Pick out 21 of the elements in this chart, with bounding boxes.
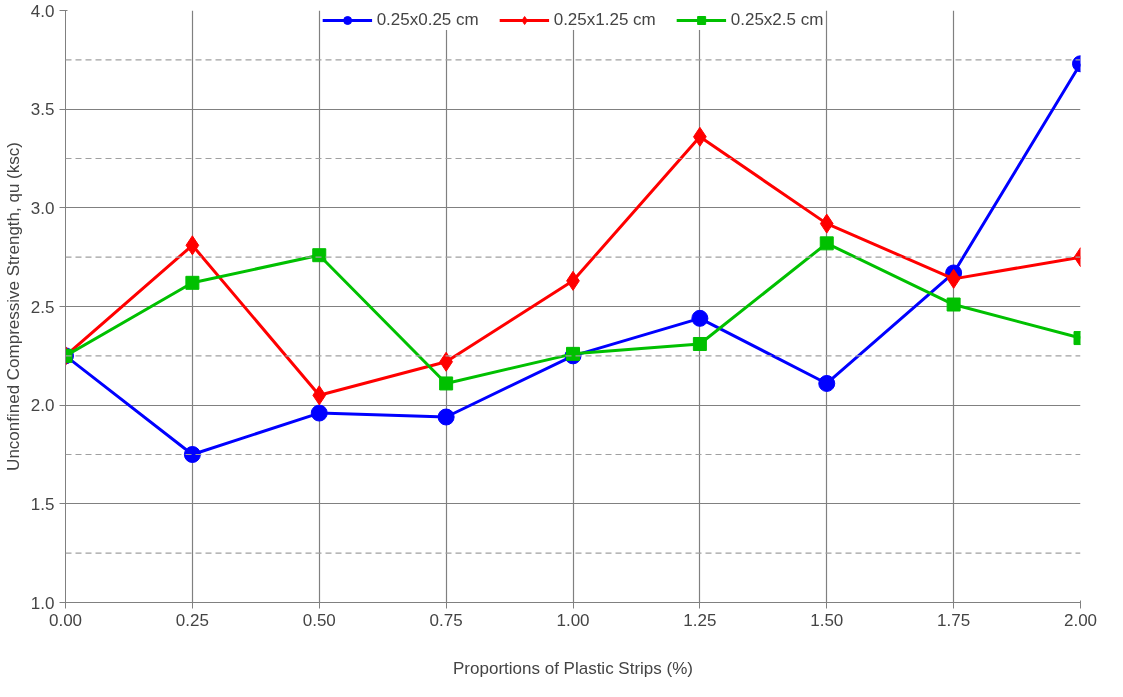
x-axis-title: Proportions of Plastic Strips (%) <box>453 658 693 678</box>
y-tick-label: 3.0 <box>30 198 55 218</box>
y-tick-label: 2.5 <box>30 297 55 317</box>
y-axis-title: Unconfined Compressive Strength, qu (ksc) <box>3 142 23 471</box>
x-tick-label: 0.50 <box>302 610 336 630</box>
y-tick-label: 2.0 <box>30 396 55 416</box>
legend-label: 0.25x2.5 cm <box>730 10 824 30</box>
y-tick-label: 1.5 <box>30 494 55 514</box>
y-tick-label: 4.0 <box>30 1 55 21</box>
legend-label: 0.25x0.25 cm <box>376 10 479 30</box>
x-tick-label: 0.25 <box>175 610 209 630</box>
x-tick-label: 0.00 <box>48 610 83 630</box>
x-tick-label: 0.75 <box>429 610 463 630</box>
x-tick-label: 1.25 <box>683 610 717 630</box>
x-tick-label: 1.75 <box>937 610 971 630</box>
x-tick-label: 2.00 <box>1063 610 1098 630</box>
y-tick-label: 3.5 <box>30 100 55 120</box>
x-tick-label: 1.50 <box>810 610 844 630</box>
x-tick-label: 1.00 <box>556 610 590 630</box>
legend-label: 0.25x1.25 cm <box>553 10 656 30</box>
y-tick-label: 1.0 <box>30 593 55 613</box>
